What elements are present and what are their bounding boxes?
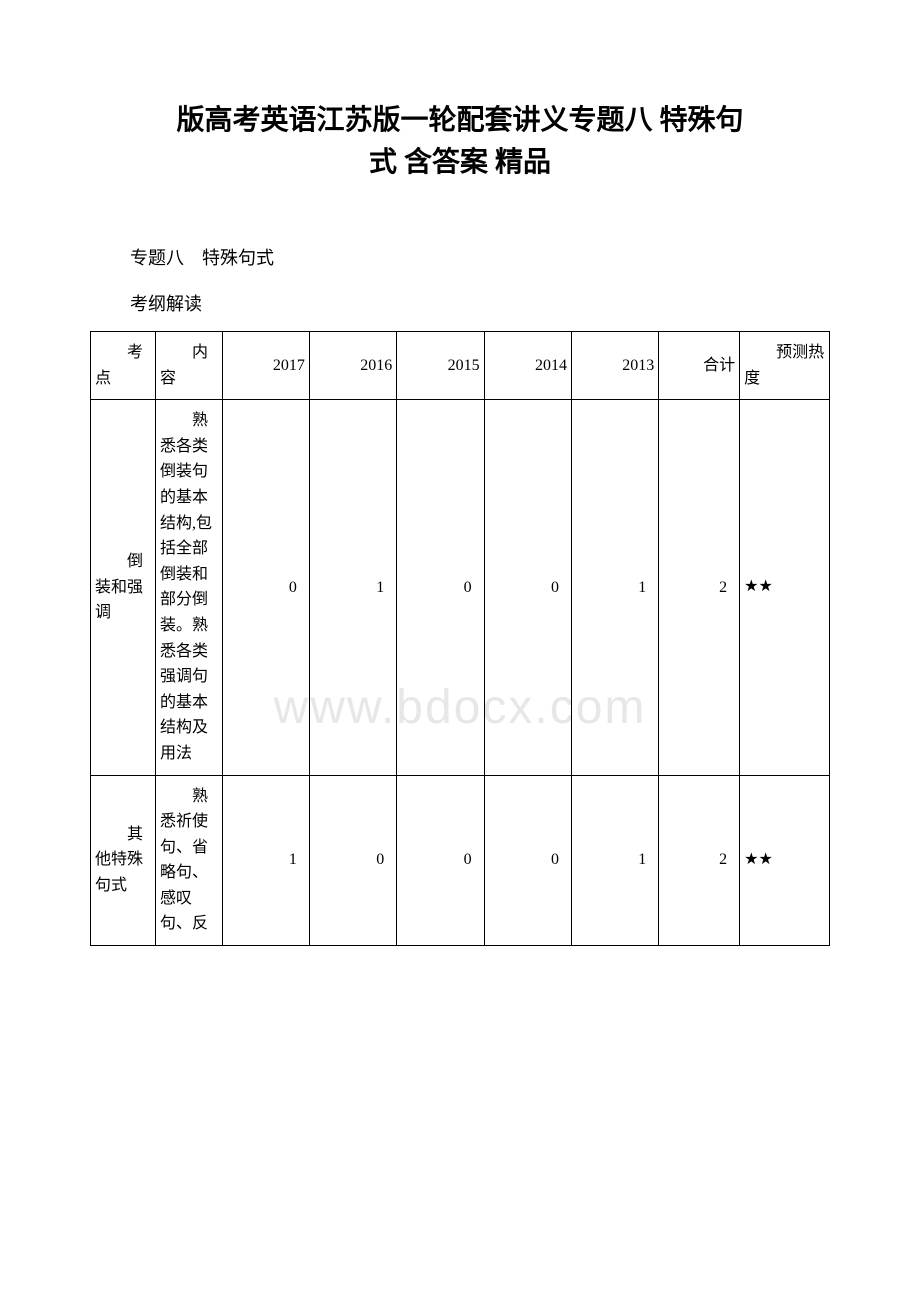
header-heat: 预测热度 [740, 332, 830, 400]
header-2013: 2013 [571, 332, 658, 400]
header-2014: 2014 [484, 332, 571, 400]
header-content: 内容 [155, 332, 222, 400]
section-label: 考纲解读 [130, 290, 830, 316]
table-header-row: 考点 内容 2017 2016 2015 2014 2013 合计 预测热度 [91, 332, 830, 400]
cell-2017: 1 [222, 775, 309, 946]
cell-total: 2 [659, 775, 740, 946]
header-2015: 2015 [397, 332, 484, 400]
subtitle: 专题八 特殊句式 [130, 244, 830, 270]
cell-heat: ★★ [740, 775, 830, 946]
cell-2014: 0 [484, 775, 571, 946]
cell-2015: 0 [397, 400, 484, 775]
cell-2017: 0 [222, 400, 309, 775]
cell-2016: 1 [309, 400, 396, 775]
header-2016: 2016 [309, 332, 396, 400]
header-total: 合计 [659, 332, 740, 400]
syllabus-table: 考点 内容 2017 2016 2015 2014 2013 合计 预测热度 倒… [90, 331, 830, 946]
cell-2013: 1 [571, 400, 658, 775]
cell-content: 熟悉各类倒装句的基本结构,包括全部倒装和部分倒装。熟悉各类强调句的基本结构及用法 [155, 400, 222, 775]
cell-2013: 1 [571, 775, 658, 946]
cell-topic: 其他特殊句式 [91, 775, 156, 946]
title-line-1: 版高考英语江苏版一轮配套讲义专题八 特殊句 [176, 105, 743, 136]
table-row: 其他特殊句式 熟悉祈使句、省略句、感叹句、反 1 0 0 0 1 2 ★★ [91, 775, 830, 946]
cell-heat: ★★ [740, 400, 830, 775]
header-topic: 考点 [91, 332, 156, 400]
cell-content: 熟悉祈使句、省略句、感叹句、反 [155, 775, 222, 946]
page-title: 版高考英语江苏版一轮配套讲义专题八 特殊句 式 含答案 精品 [90, 100, 830, 184]
cell-2016: 0 [309, 775, 396, 946]
table-row: 倒装和强调 熟悉各类倒装句的基本结构,包括全部倒装和部分倒装。熟悉各类强调句的基… [91, 400, 830, 775]
header-2017: 2017 [222, 332, 309, 400]
cell-topic: 倒装和强调 [91, 400, 156, 775]
cell-total: 2 [659, 400, 740, 775]
cell-2014: 0 [484, 400, 571, 775]
cell-2015: 0 [397, 775, 484, 946]
title-line-2: 式 含答案 精品 [369, 147, 551, 178]
